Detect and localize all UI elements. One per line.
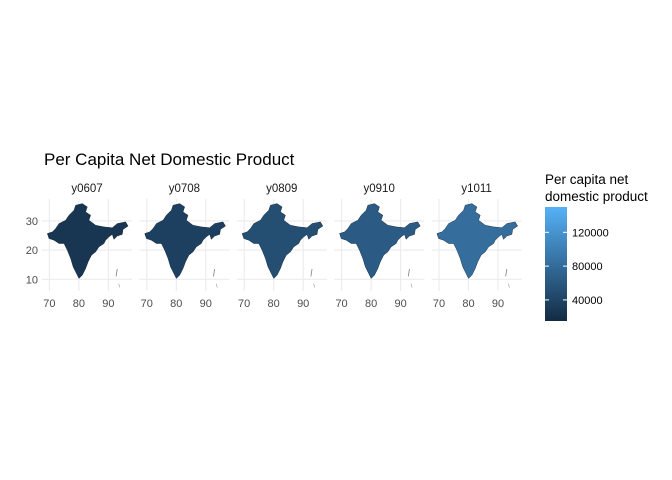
india-map-y0809 — [241, 203, 324, 279]
x-tick-label: 80 — [73, 298, 85, 310]
facet-panel: y0708 70 80 90 — [139, 183, 230, 310]
x-tick-label: 90 — [394, 298, 406, 310]
legend-ticks: 120000 80000 40000 — [545, 227, 609, 307]
x-tick-label: 70 — [433, 298, 445, 310]
legend-colorbar — [545, 207, 567, 321]
india-map-y1011 — [436, 203, 519, 279]
islands-mark — [313, 283, 315, 288]
y-tick-label: 30 — [26, 216, 38, 228]
x-tick-label: 90 — [297, 298, 309, 310]
islands-mark — [410, 283, 413, 288]
facet-panel: y1011 70 80 90 — [431, 183, 522, 310]
x-tick-label: 80 — [268, 298, 280, 310]
facet-panel: y0607 70 80 90 10 20 30 — [26, 183, 132, 310]
legend-title-line1: Per capita net — [545, 172, 629, 187]
x-tick-label: 80 — [365, 298, 377, 310]
islands-mark — [310, 269, 313, 277]
x-tick-label: 80 — [462, 298, 474, 310]
legend-tick-label: 80000 — [572, 261, 603, 273]
facet-label: y1011 — [461, 183, 491, 195]
legend-tick-label: 120000 — [572, 227, 609, 239]
legend-title-line2: domestic product — [545, 189, 648, 204]
x-tick-label: 70 — [335, 298, 347, 310]
facet-label: y0809 — [266, 183, 297, 195]
islands-mark — [213, 269, 216, 277]
x-tick-label: 70 — [43, 298, 55, 310]
facet-label: y0708 — [169, 183, 200, 195]
chart-title: Per Capita Net Domestic Product — [44, 150, 295, 169]
islands-mark — [505, 269, 508, 277]
islands-mark — [118, 283, 121, 288]
legend-tick-label: 40000 — [572, 295, 603, 307]
islands-mark — [508, 283, 510, 288]
y-tick-label: 10 — [26, 274, 38, 286]
y-tick-label: 20 — [26, 245, 38, 257]
facet-panel: y0910 70 80 90 — [334, 183, 425, 310]
x-tick-label: 90 — [200, 298, 212, 310]
x-tick-label: 70 — [141, 298, 153, 310]
x-tick-label: 90 — [492, 298, 504, 310]
facet-label: y0910 — [364, 183, 395, 195]
x-tick-label: 80 — [170, 298, 182, 310]
islands-mark — [215, 283, 218, 288]
x-tick-label: 90 — [102, 298, 114, 310]
legend: Per capita net domestic product 120000 80… — [545, 172, 648, 321]
india-map-y0607 — [46, 203, 129, 279]
facet-panel: y0809 70 80 90 — [236, 183, 327, 310]
facet-label: y0607 — [71, 183, 102, 195]
india-map-y0708 — [144, 203, 226, 279]
islands-mark — [115, 269, 118, 277]
india-map-y0910 — [339, 203, 421, 279]
islands-mark — [407, 269, 410, 277]
x-tick-label: 70 — [238, 298, 250, 310]
